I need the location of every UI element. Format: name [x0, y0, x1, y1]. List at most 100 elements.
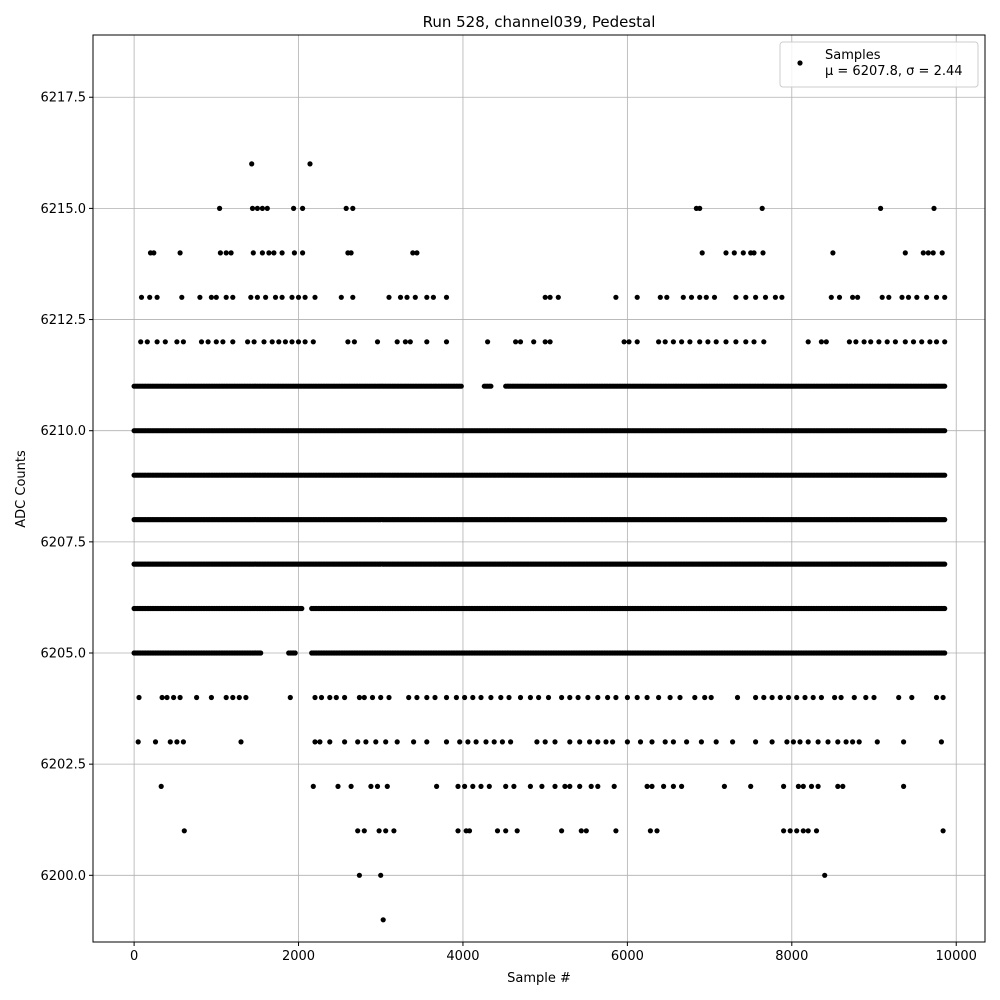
data-point	[177, 250, 183, 256]
x-tick-label: 4000	[446, 949, 479, 964]
data-point	[815, 739, 821, 745]
data-point	[536, 694, 542, 701]
data-point	[838, 694, 844, 701]
data-point	[578, 828, 584, 834]
data-point	[466, 828, 473, 834]
data-point	[470, 694, 476, 701]
data-point	[595, 739, 601, 745]
y-tick-label: 6207.5	[41, 535, 87, 550]
data-point	[679, 783, 685, 790]
data-point	[406, 694, 412, 701]
data-point	[787, 828, 793, 834]
data-point	[356, 694, 362, 701]
data-point	[539, 783, 545, 790]
data-point	[760, 250, 766, 256]
data-point	[158, 783, 164, 790]
data-point	[699, 250, 705, 256]
data-point	[380, 917, 386, 923]
data-point	[613, 828, 619, 834]
data-point	[462, 783, 468, 790]
data-point	[886, 294, 892, 300]
data-point	[485, 339, 491, 345]
data-point	[909, 694, 915, 701]
data-point	[876, 339, 882, 345]
data-point	[933, 339, 940, 345]
data-point	[815, 783, 821, 790]
data-point	[914, 294, 920, 300]
data-point	[743, 294, 749, 300]
data-point	[295, 339, 302, 345]
data-point	[424, 694, 430, 701]
data-point	[220, 339, 226, 345]
data-point	[794, 828, 800, 834]
data-point	[369, 694, 376, 701]
data-point	[910, 339, 917, 345]
data-point	[753, 294, 759, 300]
data-point	[850, 739, 856, 745]
data-point	[825, 739, 831, 745]
data-point	[595, 694, 601, 701]
data-point	[478, 783, 484, 790]
data-point	[154, 294, 160, 300]
data-point	[938, 739, 945, 745]
data-point	[378, 694, 384, 701]
data-point	[800, 783, 806, 790]
data-point	[443, 694, 450, 701]
data-point	[259, 250, 265, 256]
data-point	[542, 339, 548, 345]
data-point	[499, 739, 505, 745]
data-point	[310, 783, 316, 790]
data-point	[899, 294, 905, 300]
data-point	[680, 294, 686, 300]
data-point	[670, 739, 677, 745]
data-point	[603, 739, 609, 745]
data-point	[407, 339, 413, 345]
data-point	[345, 339, 351, 345]
data-point	[180, 339, 186, 345]
data-point	[373, 739, 379, 745]
data-point	[547, 339, 553, 345]
data-point	[723, 250, 729, 256]
data-point	[307, 161, 313, 167]
data-point	[751, 250, 757, 256]
data-point	[491, 739, 497, 745]
data-point	[338, 294, 344, 300]
legend-stats: μ = 6207.8, σ = 2.44	[825, 64, 963, 79]
data-point	[577, 783, 583, 790]
data-point	[250, 250, 256, 256]
data-point	[733, 339, 739, 345]
data-point	[879, 294, 885, 300]
data-point	[559, 694, 565, 701]
y-tick-label: 6215.0	[41, 202, 87, 217]
data-point	[434, 783, 440, 790]
data-point	[498, 694, 504, 701]
data-point	[279, 294, 285, 300]
data-point	[697, 205, 703, 211]
data-point	[698, 739, 705, 745]
data-point	[511, 783, 517, 790]
data-point	[649, 783, 655, 790]
data-point	[443, 739, 450, 745]
data-point	[198, 339, 205, 345]
data-point	[822, 872, 828, 878]
data-point	[731, 250, 737, 256]
data-point	[424, 739, 430, 745]
data-point	[517, 694, 524, 701]
data-point	[514, 828, 520, 834]
data-point	[335, 783, 341, 790]
data-point	[312, 739, 318, 745]
data-point	[624, 694, 631, 701]
data-point	[828, 294, 834, 300]
data-point	[753, 739, 759, 745]
data-point	[151, 250, 157, 256]
data-point	[626, 339, 632, 345]
data-point	[920, 250, 926, 256]
data-point	[634, 694, 640, 701]
data-point	[588, 783, 594, 790]
axis-ticks: 0 2000 4000 6000 8000 10000 6200.0 6202.5 6205.0…	[41, 91, 977, 964]
data-point	[135, 739, 141, 745]
x-tick-label: 6000	[611, 949, 644, 964]
data-point	[527, 694, 534, 701]
data-point	[649, 739, 655, 745]
data-point	[312, 694, 318, 701]
